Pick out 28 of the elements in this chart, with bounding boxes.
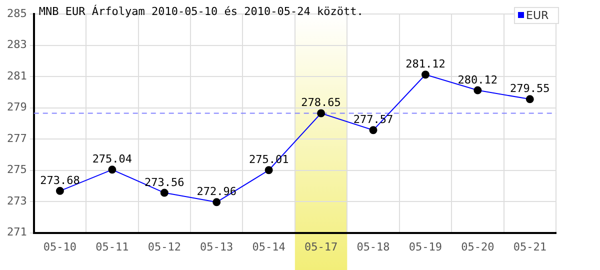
data-label: 281.12 (406, 58, 446, 71)
data-label: 279.55 (510, 82, 550, 96)
x-tick-label: 05-19 (408, 240, 442, 254)
y-tick-label: 271 (6, 226, 27, 239)
data-label: 280.12 (458, 73, 498, 86)
y-tick-label: 279 (6, 100, 27, 114)
x-tick-label: 05-21 (513, 240, 546, 254)
legend-label: EUR (526, 9, 549, 22)
x-tick-label: 05-10 (43, 240, 77, 254)
data-label: 278.65 (301, 96, 341, 110)
data-label: 273.68 (40, 174, 80, 187)
y-tick-label: 277 (6, 132, 27, 145)
y-tick-label: 275 (6, 163, 27, 176)
x-tick-label: 05-20 (461, 240, 494, 254)
x-tick-label: 05-14 (252, 240, 286, 254)
x-tick-label: 05-18 (356, 240, 390, 254)
y-tick-label: 273 (6, 194, 27, 208)
x-tick-label: 05-13 (200, 240, 234, 254)
x-tick-label: 05-17 (304, 240, 338, 254)
data-label: 275.04 (92, 152, 132, 166)
chart-title: MNB EUR Árfolyam 2010-05-10 és 2010-05-24 között. (38, 4, 364, 18)
y-tick-label: 285 (6, 6, 27, 20)
y-tick-label: 283 (6, 38, 27, 52)
data-label: 272.96 (196, 185, 236, 198)
x-tick-label: 05-12 (148, 240, 181, 254)
x-tick-label: 05-11 (96, 240, 129, 254)
y-tick-label: 281 (6, 69, 27, 82)
data-label: 273.56 (144, 176, 184, 189)
